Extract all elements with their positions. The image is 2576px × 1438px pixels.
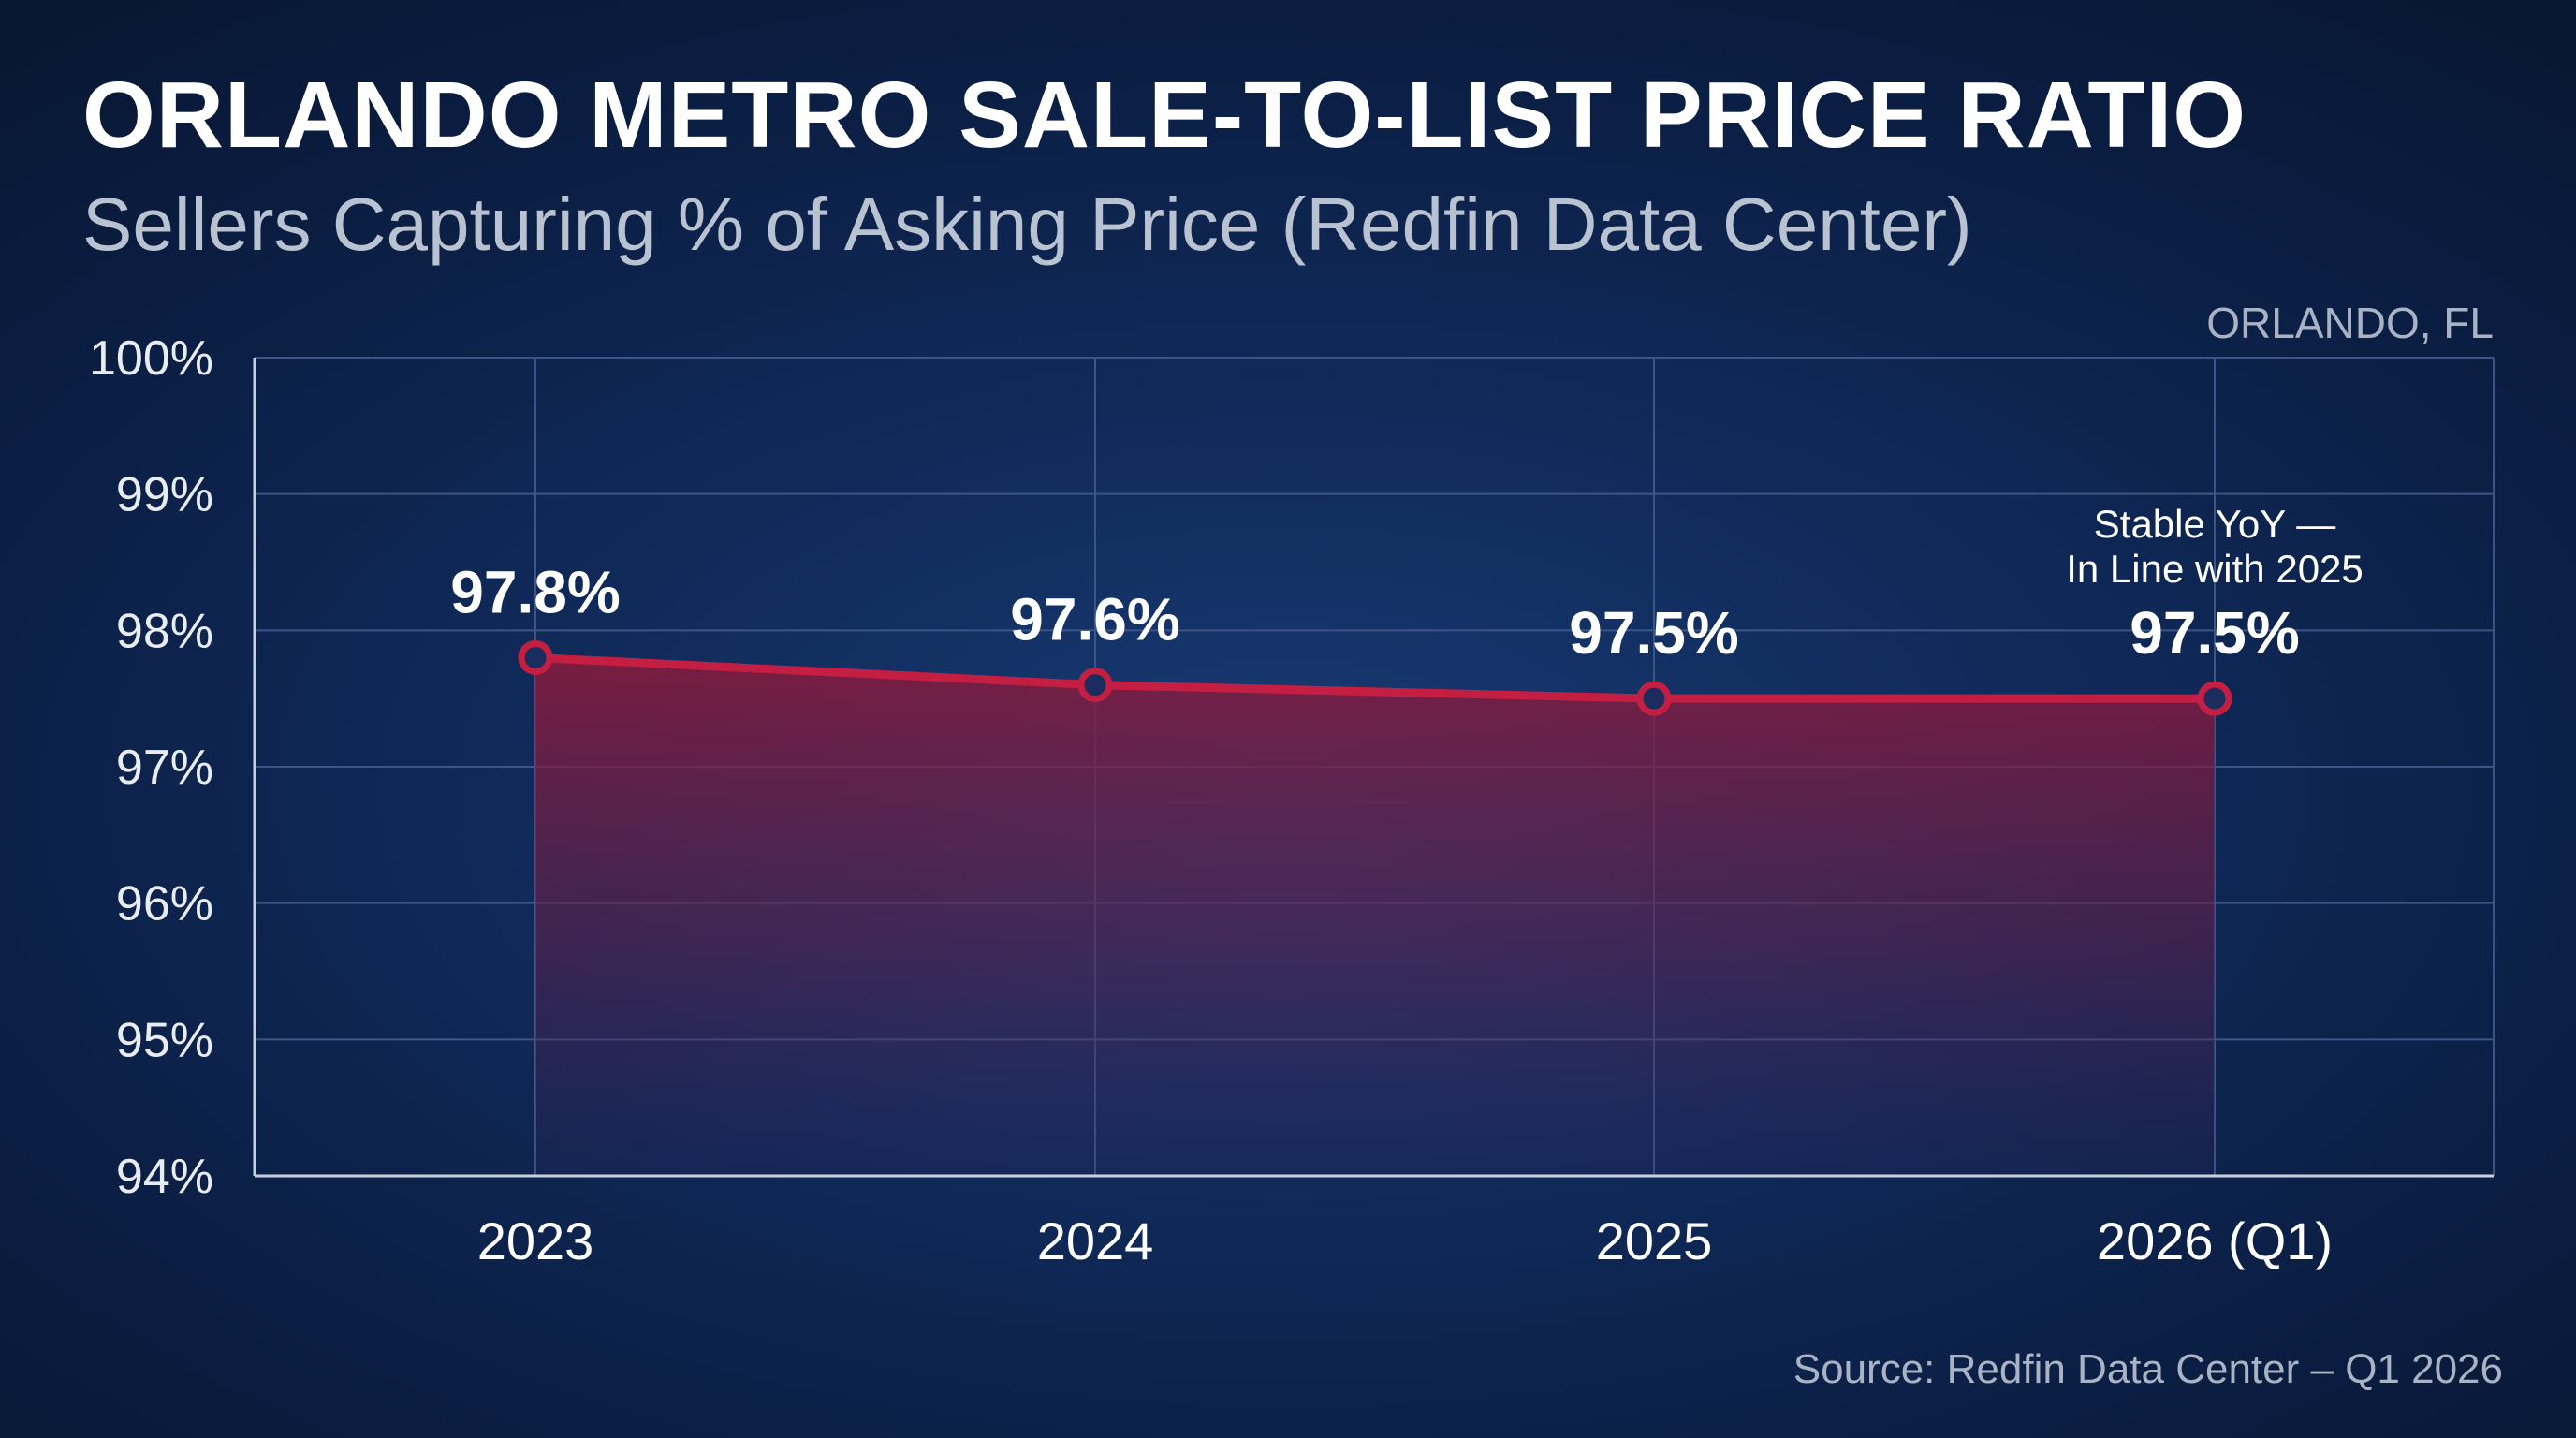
- data-points: [518, 639, 2232, 716]
- x-tick-label: 2024: [1037, 1211, 1154, 1270]
- data-labels: 97.8% 97.6% 97.5% 97.5%: [450, 558, 2299, 667]
- y-tick-label: 96%: [116, 877, 213, 932]
- chart-subtitle: Sellers Capturing % of Asking Price (Red…: [82, 183, 1972, 266]
- y-tick-label: 98%: [116, 604, 213, 658]
- data-point: [518, 639, 553, 675]
- annotation-text: Stable YoY —: [2094, 502, 2335, 546]
- chart-title: ORLANDO METRO SALE-TO-LIST PRICE RATIO: [82, 63, 2247, 168]
- x-axis-ticks: 2023 2024 2025 2026 (Q1): [477, 1211, 2333, 1270]
- data-point: [2197, 681, 2232, 716]
- x-tick-label: 2026 (Q1): [2097, 1211, 2333, 1270]
- x-tick-label: 2025: [1596, 1211, 1713, 1270]
- series-line-layer: [534, 653, 2215, 703]
- annotation-layer: Stable YoY —In Line with 2025: [2066, 502, 2364, 591]
- x-tick-label: 2023: [477, 1211, 594, 1270]
- area-fill-layer: [535, 657, 2215, 1176]
- y-tick-label: 99%: [116, 468, 213, 522]
- series-line: [534, 653, 2215, 703]
- data-label: 97.6%: [1010, 586, 1179, 653]
- data-label: 97.5%: [1569, 599, 1738, 667]
- location-label: ORLANDO, FL: [2206, 299, 2494, 347]
- data-point: [1636, 681, 1672, 716]
- y-tick-label: 97%: [116, 741, 213, 795]
- data-label: 97.8%: [450, 558, 620, 625]
- y-tick-label: 95%: [116, 1013, 213, 1067]
- axes: [253, 358, 2494, 1178]
- y-tick-label: 94%: [116, 1150, 213, 1204]
- area-fill: [535, 657, 2215, 1176]
- y-tick-label: 100%: [89, 331, 213, 386]
- data-point: [1077, 668, 1113, 703]
- y-axis-ticks: 94% 95% 96% 97% 98% 99% 100%: [89, 331, 213, 1204]
- annotation-text: In Line with 2025: [2066, 547, 2364, 591]
- data-label: 97.5%: [2130, 599, 2299, 667]
- source-note: Source: Redfin Data Center – Q1 2026: [1793, 1346, 2503, 1392]
